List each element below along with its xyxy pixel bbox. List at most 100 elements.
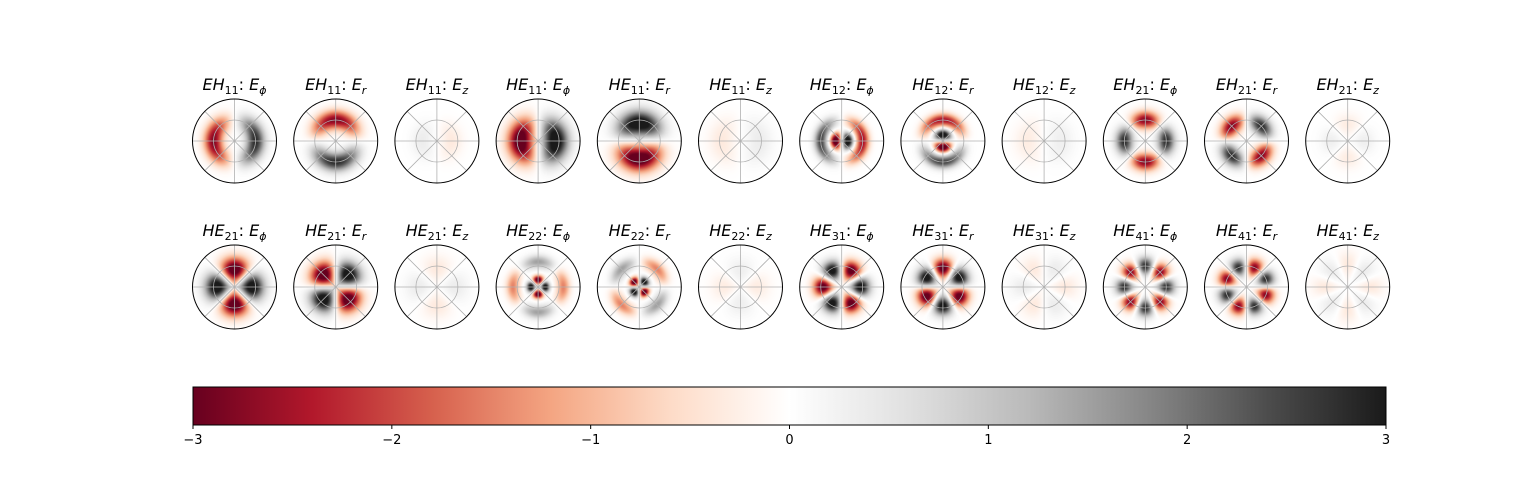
panel-title: HE31: Ez	[1013, 221, 1076, 243]
panel-he21-r: HE21: Er	[293, 221, 379, 330]
polar-grid-circle	[314, 265, 358, 309]
colorbar-tick-label: 3	[1382, 433, 1390, 448]
colorbar-tick-label: 0	[785, 433, 793, 448]
panel-eh11-r: EH11: Er	[293, 75, 379, 184]
colorbar-gradient	[192, 386, 1387, 426]
panel-title: HE22: Eϕ	[506, 221, 570, 243]
panel-title: HE41: Ez	[1316, 221, 1379, 243]
panel-title: HE12: Ez	[1013, 75, 1076, 97]
polar-frame	[1102, 244, 1188, 330]
polar-frame	[596, 98, 682, 184]
polar-frame	[293, 98, 379, 184]
colorbar-tick-label: 1	[984, 433, 992, 448]
colorbar-tick-label: −1	[581, 433, 600, 448]
polar-frame	[900, 244, 986, 330]
panel-he12-z: HE12: Ez	[1001, 75, 1087, 184]
polar-frame	[698, 98, 783, 184]
polar-grid-circle	[213, 265, 256, 309]
panel-title: HE21: Er	[305, 221, 368, 243]
polar-grid-circle	[1326, 119, 1370, 163]
panel-title: HE12: Eϕ	[810, 75, 874, 97]
panel-title: HE11: Eϕ	[506, 75, 570, 97]
panel-title: HE22: Ez	[709, 221, 772, 243]
panel-title: EH21: Er	[1216, 75, 1279, 97]
polar-frame	[1102, 98, 1188, 184]
panel-title: HE21: Ez	[406, 221, 469, 243]
panel-he31-z: HE31: Ez	[1001, 221, 1087, 330]
panel-he22-phi: HE22: Eϕ	[495, 221, 581, 330]
polar-frame	[698, 244, 783, 330]
polar-grid-circle	[1326, 265, 1370, 309]
panel-he11-phi: HE11: Eϕ	[495, 75, 581, 184]
panel-he12-r: HE12: Er	[900, 75, 986, 184]
polar-grid-circle	[820, 119, 864, 163]
polar-frame	[1204, 98, 1289, 184]
panel-eh21-phi: EH21: Eϕ	[1102, 75, 1188, 184]
panel-title: HE31: Eϕ	[810, 221, 874, 243]
polar-frame	[1001, 98, 1087, 184]
polar-frame	[900, 98, 986, 184]
panel-title: HE12: Er	[912, 75, 975, 97]
polar-frame	[495, 98, 581, 184]
panel-title: EH11: Ez	[406, 75, 469, 97]
polar-grid-circle	[1225, 265, 1268, 309]
panel-eh21-r: EH21: Er	[1204, 75, 1289, 184]
panel-title: EH11: Eϕ	[203, 75, 267, 97]
polar-grid-circle	[1123, 119, 1167, 163]
panel-title: EH21: Eϕ	[1113, 75, 1177, 97]
polar-grid-circle	[1022, 265, 1066, 309]
polar-frame	[596, 244, 682, 330]
polar-grid-circle	[1225, 119, 1268, 163]
colorbar: −3 −2 −1 0 1 2 3	[183, 386, 1390, 448]
panel-he22-z: HE22: Ez	[698, 221, 783, 330]
colorbar-tick-label: −2	[382, 433, 401, 448]
panel-title: EH21: Ez	[1316, 75, 1379, 97]
polar-grid-circle	[1022, 119, 1066, 163]
panel-title: HE11: Er	[609, 75, 672, 97]
panel-he21-z: HE21: Ez	[394, 221, 480, 330]
panel-eh11-phi: EH11: Eϕ	[192, 75, 277, 184]
polar-frame	[799, 244, 885, 330]
panel-title: HE22: Er	[609, 221, 672, 243]
panel-title: HE21: Eϕ	[203, 221, 267, 243]
polar-frame	[1001, 244, 1087, 330]
panel-he12-phi: HE12: Eϕ	[799, 75, 885, 184]
panel-title: HE41: Eϕ	[1113, 221, 1177, 243]
panel-he31-r: HE31: Er	[900, 221, 986, 330]
polar-frame	[799, 98, 885, 184]
polar-grid-circle	[719, 265, 762, 309]
polar-grid-circle	[921, 265, 965, 309]
polar-frame	[394, 98, 480, 184]
panel-he31-phi: HE31: Eϕ	[799, 221, 885, 330]
panel-eh21-z: EH21: Ez	[1305, 75, 1391, 184]
panel-he41-phi: HE41: Eϕ	[1102, 221, 1188, 330]
polar-grid-circle	[415, 265, 459, 309]
panel-he11-z: HE11: Ez	[698, 75, 783, 184]
panel-he41-z: HE41: Ez	[1305, 221, 1391, 330]
panel-title: HE11: Ez	[709, 75, 772, 97]
panel-eh11-z: EH11: Ez	[394, 75, 480, 184]
panel-title: EH11: Er	[305, 75, 368, 97]
polar-frame	[293, 244, 379, 330]
panel-grid: EH11: Eϕ EH11: Er EH11: Ez HE11: Eϕ HE11: Er…	[192, 75, 1391, 330]
polar-grid-circle	[314, 119, 358, 163]
polar-grid-circle	[516, 265, 560, 309]
polar-grid-circle	[719, 119, 762, 163]
polar-frame	[192, 244, 277, 330]
panel-he11-r: HE11: Er	[596, 75, 682, 184]
polar-frame	[192, 98, 277, 184]
polar-frame	[394, 244, 480, 330]
polar-grid-circle	[1123, 265, 1167, 309]
colorbar-tick-label: 2	[1183, 433, 1191, 448]
colorbar-tick-label: −3	[183, 433, 202, 448]
polar-grid-circle	[213, 119, 256, 163]
polar-grid-circle	[617, 119, 661, 163]
polar-frame	[1305, 98, 1391, 184]
polar-grid-circle	[516, 119, 560, 163]
panel-title: HE41: Er	[1216, 221, 1279, 243]
polar-grid-circle	[617, 265, 661, 309]
polar-frame	[1204, 244, 1289, 330]
panel-title: HE31: Er	[912, 221, 975, 243]
polar-grid-circle	[820, 265, 864, 309]
